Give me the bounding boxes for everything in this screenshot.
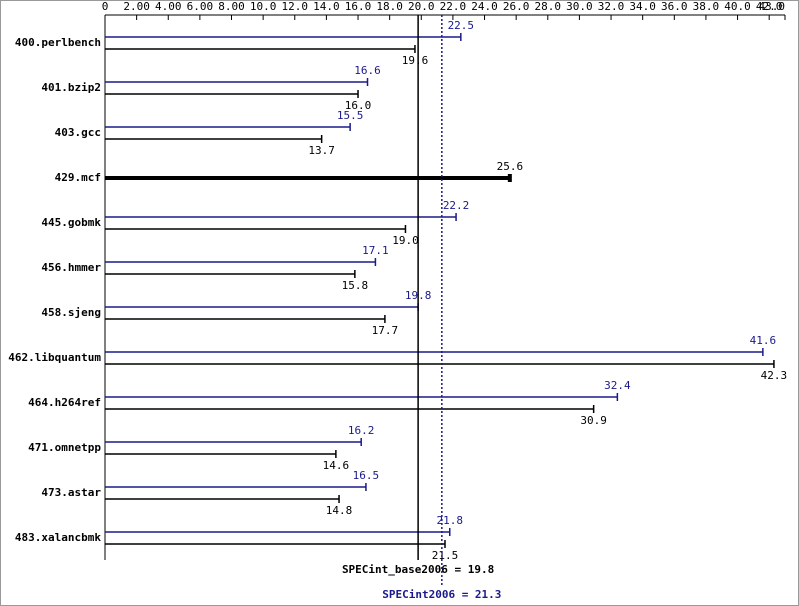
bar: [105, 213, 457, 221]
value-label: 17.7: [372, 324, 399, 337]
value-label: 14.8: [326, 504, 353, 517]
bar: [105, 90, 359, 98]
bar: [105, 528, 451, 536]
value-label: 41.6: [750, 334, 777, 347]
value-label: 19.0: [392, 234, 419, 247]
category-label: 429.mcf: [55, 171, 101, 184]
x-tick-label: 28.0: [535, 0, 562, 13]
x-tick-label: 22.0: [440, 0, 467, 13]
x-tick-label: 14.0: [313, 0, 340, 13]
reference-label: SPECint_base2006 = 19.8: [342, 563, 494, 576]
category-label: 400.perlbench: [15, 36, 101, 49]
bar: [105, 135, 323, 143]
x-tick-label: 12.0: [282, 0, 309, 13]
bar: [105, 78, 369, 86]
bar: [105, 450, 337, 458]
bar: [105, 33, 462, 41]
bar: [105, 258, 377, 266]
category-label: 401.bzip2: [41, 81, 101, 94]
x-tick-label: 43.0: [759, 0, 786, 13]
value-label: 16.2: [348, 424, 375, 437]
bar: [105, 540, 446, 548]
value-label: 22.2: [443, 199, 470, 212]
x-tick-label: 8.00: [218, 0, 245, 13]
category-label: 445.gobmk: [41, 216, 101, 229]
x-tick-label: 30.0: [566, 0, 593, 13]
reference-label: SPECint2006 = 21.3: [382, 588, 501, 601]
category-label: 471.omnetpp: [28, 441, 101, 454]
bar: [105, 405, 595, 413]
x-tick-label: 4.00: [155, 0, 182, 13]
category-label: 473.astar: [41, 486, 101, 499]
x-tick-label: 26.0: [503, 0, 530, 13]
x-tick-label: 6.00: [187, 0, 214, 13]
value-label: 25.6: [497, 160, 524, 173]
value-label: 17.1: [362, 244, 389, 257]
x-tick-label: 42.0: [756, 0, 783, 13]
x-tick-label: 0: [102, 0, 109, 13]
value-label: 32.4: [604, 379, 631, 392]
x-tick-label: 10.0: [250, 0, 277, 13]
x-tick-label: 20.0: [408, 0, 435, 13]
value-label: 19.6: [402, 54, 429, 67]
x-tick-label: 40.0: [724, 0, 751, 13]
value-label: 21.8: [436, 514, 463, 527]
category-label: 456.hmmer: [41, 261, 101, 274]
category-label: 462.libquantum: [8, 351, 101, 364]
bar: [105, 225, 407, 233]
bar: [105, 393, 619, 401]
value-label: 16.5: [353, 469, 380, 482]
x-tick-label: 24.0: [471, 0, 498, 13]
category-label: 483.xalancbmk: [15, 531, 101, 544]
bar: [105, 45, 416, 53]
bar: [105, 495, 340, 503]
bar: [105, 438, 362, 446]
category-label: 403.gcc: [55, 126, 101, 139]
bar: [105, 123, 351, 131]
bar: [105, 483, 367, 491]
value-label: 42.3: [761, 369, 788, 382]
value-label: 15.5: [337, 109, 364, 122]
value-label: 13.7: [308, 144, 335, 157]
x-tick-label: 34.0: [629, 0, 656, 13]
x-tick-label: 18.0: [376, 0, 403, 13]
category-label: 458.sjeng: [41, 306, 101, 319]
bar: [105, 174, 512, 182]
value-label: 14.6: [323, 459, 350, 472]
x-tick-label: 16.0: [345, 0, 372, 13]
x-tick-label: 32.0: [598, 0, 625, 13]
x-tick-label: 2.00: [123, 0, 150, 13]
value-label: 15.8: [342, 279, 369, 292]
value-label: 30.9: [580, 414, 607, 427]
bar: [105, 360, 775, 368]
bar: [105, 348, 764, 356]
value-label: 21.5: [432, 549, 459, 562]
x-tick-label: 38.0: [693, 0, 720, 13]
value-label: 16.6: [354, 64, 381, 77]
bar: [105, 315, 386, 323]
x-tick-label: 36.0: [661, 0, 688, 13]
value-label: 16.0: [345, 99, 372, 112]
value-label: 22.5: [448, 19, 475, 32]
category-label: 464.h264ref: [28, 396, 101, 409]
bar: [105, 270, 356, 278]
